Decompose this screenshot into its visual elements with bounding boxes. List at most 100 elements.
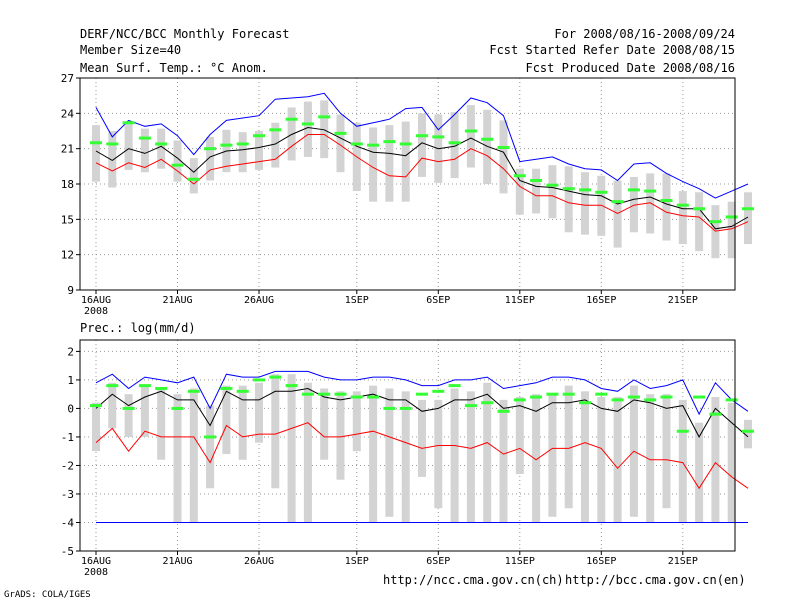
prec-spread-box [303, 382, 312, 523]
temp-ytick-label: 18 [61, 178, 74, 191]
prec-spread-box [108, 382, 117, 429]
temp-spread-box [108, 131, 117, 188]
temp-max-line [95, 92, 749, 199]
prec-spread-box [532, 394, 541, 523]
prec-xtick-label: 6SEP [426, 556, 450, 567]
prec-spread-box [238, 385, 247, 460]
prec-spread-box [336, 391, 345, 480]
prec-spread-box [140, 385, 149, 437]
prec-spread-box [711, 397, 720, 523]
temp-spread-box [336, 114, 345, 173]
temp-spread-box [255, 131, 263, 170]
prec-spread-box [173, 394, 182, 523]
temp-spread-box [662, 173, 671, 241]
temp-spread-box [515, 168, 524, 215]
prec-xtick-label: 26AUG [244, 556, 274, 567]
temp-spread-box [499, 120, 508, 194]
temp-ytick-label: 27 [61, 72, 74, 85]
temp-spread-box [564, 166, 573, 233]
temp-ytick-label: 12 [61, 249, 74, 262]
prec-xtick-sublabel: 2008 [84, 567, 108, 578]
prec-spread-box [124, 394, 133, 437]
temp-xtick-label: 11SEP [505, 295, 535, 306]
temp-spread-box [189, 158, 198, 194]
produced-date: Fcst Produced Date 2008/08/16 [525, 61, 735, 75]
prec-spread-box [352, 391, 361, 452]
temp-ensemble-mean-line [95, 126, 749, 230]
prec-ytick-label: 2 [67, 345, 74, 358]
temp-spread-box [744, 192, 752, 245]
temp-spread-box [678, 191, 687, 245]
prec-xtick-label: 1SEP [345, 556, 369, 567]
url-ch[interactable]: http://ncc.cma.gov.cn(ch) [383, 573, 564, 587]
prec-spread-box [466, 391, 475, 523]
temp-spread-box [238, 132, 247, 173]
prec-spread-box [695, 422, 704, 523]
prec-ytick-label: -5 [61, 545, 74, 558]
temp-xtick-label: 6SEP [426, 295, 450, 306]
temp-xtick-label: 26AUG [244, 295, 274, 306]
temp-xtick-sublabel: 2008 [84, 306, 108, 317]
prec-max-line [95, 370, 749, 416]
temp-ytick-label: 9 [67, 284, 74, 297]
prec-spread-box [320, 388, 329, 460]
temp-spread-box [369, 127, 378, 202]
temp-spread-box [303, 101, 312, 157]
temp-spread-box [581, 172, 589, 235]
temp-min-line [95, 134, 749, 232]
url-en[interactable]: http://bcc.cma.gov.cn(en) [565, 573, 746, 587]
prec-spread-box [157, 388, 166, 460]
prec-spread-box [597, 397, 606, 523]
temp-spread-box [711, 205, 720, 259]
start-date: Fcst Started Refer Date 2008/08/15 [489, 43, 735, 57]
temp-xtick-label: 16SEP [586, 295, 616, 306]
prec-spread-box [287, 374, 296, 523]
temp-spread-box [613, 180, 622, 248]
temp-spread-box [548, 165, 557, 219]
prec-ytick-label: 0 [67, 402, 74, 415]
temp-spread-box [597, 175, 606, 236]
temp-ytick-label: 15 [61, 213, 74, 226]
prec-spread-box [92, 402, 100, 452]
variable-label: Mean Surf. Temp.: °C Anom. [80, 61, 268, 75]
temp-spread-box [271, 122, 280, 168]
prec-spread-box [369, 385, 378, 523]
temp-spread-box [287, 107, 296, 161]
temp-spread-box [92, 125, 100, 182]
temp-xtick-label: 16AUG [81, 295, 111, 306]
temp-xtick-label: 21SEP [668, 295, 698, 306]
precip-label: Prec.: log(mm/d) [80, 321, 196, 335]
prec-ytick-label: -3 [61, 488, 74, 501]
temp-xtick-label: 1SEP [345, 295, 369, 306]
temp-spread-box [124, 121, 133, 170]
prec-spread-box [418, 399, 426, 477]
prec-ytick-label: -1 [61, 431, 74, 444]
temp-spread-box [418, 113, 426, 177]
temp-spread-box [173, 140, 182, 182]
temp-xtick-label: 21AUG [162, 295, 192, 306]
temp-spread-box [385, 125, 394, 202]
prec-spread-box [434, 399, 443, 509]
prec-ensemble-mean-line [95, 387, 749, 438]
prec-spread-box [499, 399, 508, 523]
temp-spread-box [532, 168, 541, 214]
figure-title: DERF/NCC/BCC Monthly Forecast [80, 27, 290, 41]
prec-spread-box [450, 388, 459, 523]
prec-xtick-label: 11SEP [505, 556, 535, 567]
prec-xtick-label: 21SEP [668, 556, 698, 567]
temp-spread-box [727, 201, 736, 259]
member-size: Member Size=40 [80, 43, 181, 57]
prec-spread-box [744, 419, 752, 449]
prec-frame [79, 339, 736, 552]
prec-xtick-label: 16AUG [81, 556, 111, 567]
prec-spread-box [646, 394, 655, 523]
prec-spread-box [401, 391, 410, 523]
prec-spread-box [385, 388, 394, 517]
temp-spread-box [401, 121, 410, 202]
temp-spread-box [157, 128, 166, 169]
prec-spread-box [255, 382, 263, 443]
temp-ytick-label: 21 [61, 143, 74, 156]
temp-spread-box [695, 192, 704, 252]
